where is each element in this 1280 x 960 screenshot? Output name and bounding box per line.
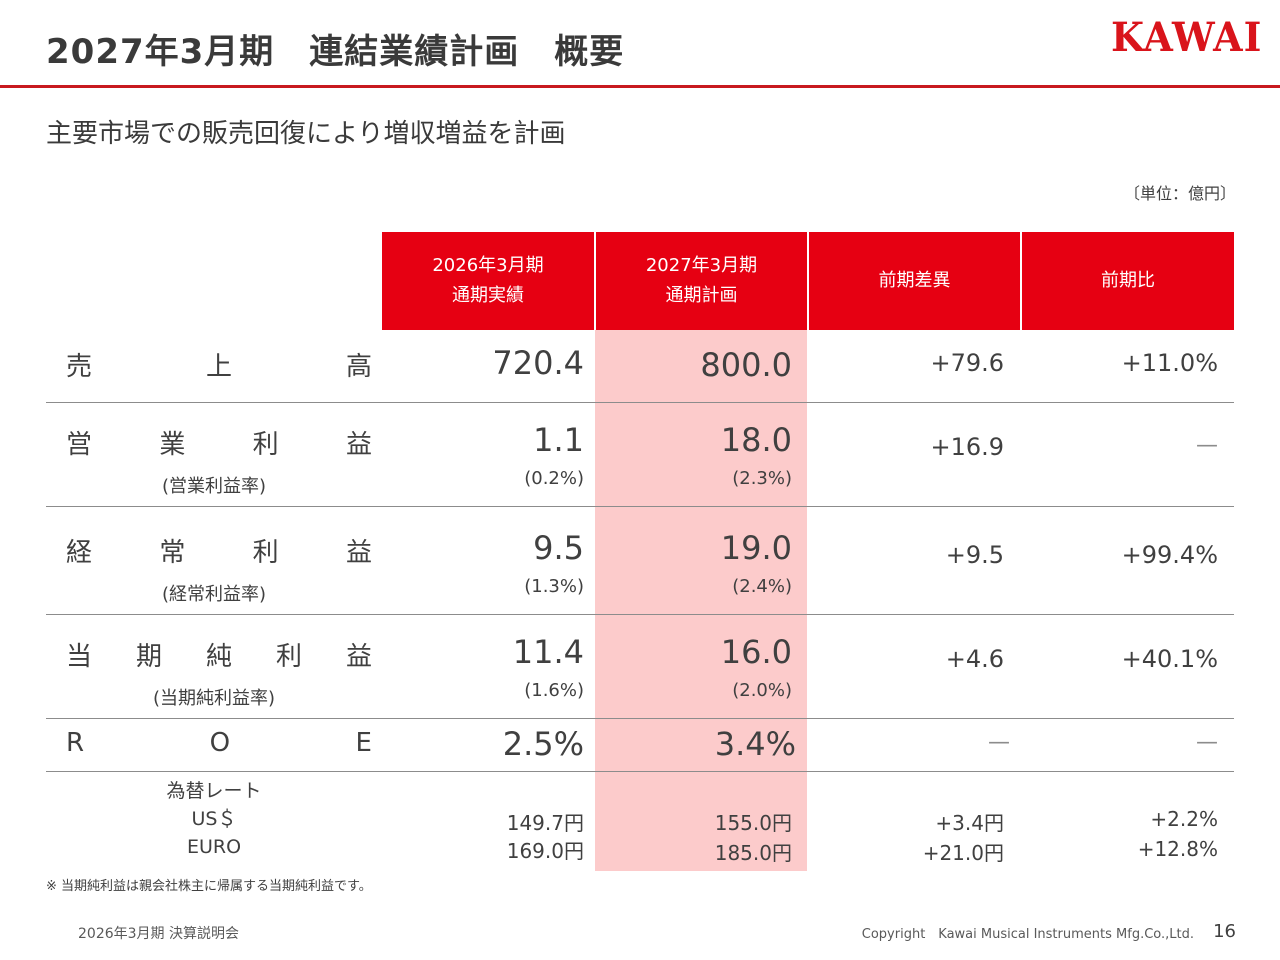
label-char: 益: [345, 538, 372, 568]
header-yoy-difference: 前期差異: [809, 232, 1020, 330]
operating-margin-actual: (0.2%): [524, 468, 584, 489]
row-sublabel-operating-margin: (営業利益率): [161, 476, 267, 497]
label-char: 売: [66, 352, 93, 382]
label-char: 経: [66, 538, 93, 568]
label-char: 常: [159, 538, 186, 568]
label-char: 益: [345, 642, 372, 672]
row-label-roe: R O E: [66, 728, 372, 758]
operating-margin-plan: (2.3%): [732, 468, 792, 489]
fx-eur-label: EURO: [186, 836, 242, 858]
ordinary-income-actual: 9.5: [533, 529, 584, 567]
row-divider: [46, 506, 1234, 507]
net-income-actual: 11.4: [512, 633, 584, 671]
net-sales-ratio: +11.0%: [1121, 349, 1218, 377]
net-sales-diff: +79.6: [930, 349, 1004, 377]
plan-column-highlight: [595, 330, 807, 871]
label-char: R: [66, 728, 85, 758]
label-char: O: [209, 728, 231, 758]
label-char: 利: [252, 430, 279, 460]
net-income-diff: +4.6: [945, 645, 1004, 673]
row-label-operating-income: 営 業 利 益: [66, 424, 372, 461]
header-actual-fy2026: 2026年3月期 通期実績: [382, 232, 594, 330]
net-sales-actual: 720.4: [492, 344, 584, 382]
ordinary-margin-actual: (1.3%): [524, 576, 584, 597]
ordinary-income-ratio: +99.4%: [1121, 541, 1218, 569]
header-yoy-ratio: 前期比: [1022, 232, 1234, 330]
roe-actual: 2.5%: [502, 725, 584, 763]
fx-usd-diff: +3.4円: [935, 811, 1004, 835]
roe-ratio: —: [1196, 730, 1218, 755]
footer-copyright: Copyright Kawai Musical Instruments Mfg.…: [861, 927, 1194, 942]
row-label-net-income: 当 期 純 利 益: [66, 636, 372, 673]
row-sublabel-net-margin: (当期純利益率): [152, 688, 276, 709]
header-actual-line1: 2026年3月期: [432, 255, 544, 276]
title-divider: [0, 85, 1280, 88]
header-plan-line1: 2027年3月期: [645, 255, 758, 276]
label-char: 利: [275, 642, 302, 672]
footnote: ※ 当期純利益は親会社株主に帰属する当期純利益です。: [46, 879, 372, 894]
label-char: 純: [205, 642, 232, 672]
row-divider: [46, 402, 1234, 403]
net-margin-plan: (2.0%): [732, 680, 792, 701]
ordinary-income-plan: 19.0: [720, 529, 792, 567]
unit-label: 〔単位：億円〕: [1123, 184, 1236, 203]
kawai-logo: KAWAI: [1110, 14, 1262, 61]
page-number: 16: [1213, 921, 1236, 942]
row-divider: [46, 718, 1234, 719]
label-char: 当: [66, 642, 93, 672]
roe-plan: 3.4%: [714, 725, 796, 763]
label-char: 高: [345, 352, 372, 382]
fx-eur-diff: +21.0円: [922, 841, 1004, 865]
label-char: 業: [159, 430, 186, 460]
header-diff-label: 前期差異: [878, 270, 951, 291]
page-title: 2027年3月期 連結業績計画 概要: [46, 32, 625, 72]
fx-title: 為替レート: [166, 780, 262, 802]
net-sales-plan: 800.0: [700, 346, 792, 384]
label-char: 期: [135, 642, 162, 672]
header-actual-line2: 通期実績: [451, 285, 524, 306]
operating-income-plan: 18.0: [720, 421, 792, 459]
net-income-ratio: +40.1%: [1121, 645, 1218, 673]
ordinary-margin-plan: (2.4%): [732, 576, 792, 597]
fx-usd-label: US＄: [191, 808, 237, 830]
page-subtitle: 主要市場での販売回復により増収増益を計画: [46, 119, 566, 149]
header-plan-fy2027: 2027年3月期 通期計画: [596, 232, 807, 330]
label-char: 上: [205, 352, 232, 382]
header-plan-line2: 通期計画: [665, 285, 738, 306]
row-divider: [46, 771, 1234, 772]
header-ratio-label: 前期比: [1101, 270, 1155, 291]
net-margin-actual: (1.6%): [524, 680, 584, 701]
net-income-plan: 16.0: [720, 633, 792, 671]
operating-income-actual: 1.1: [533, 421, 584, 459]
fx-eur-plan: 185.0円: [714, 841, 792, 865]
row-label-net-sales: 売 上 高: [66, 346, 372, 383]
ordinary-income-diff: +9.5: [945, 541, 1004, 569]
fx-usd-ratio: +2.2%: [1150, 807, 1218, 831]
operating-income-ratio: —: [1196, 433, 1218, 458]
label-char: E: [355, 728, 372, 758]
row-sublabel-ordinary-margin: (経常利益率): [161, 584, 267, 605]
fx-eur-actual: 169.0円: [506, 839, 584, 863]
label-char: 益: [345, 430, 372, 460]
footer-event-name: 2026年3月期 決算説明会: [78, 926, 239, 942]
row-label-ordinary-income: 経 常 利 益: [66, 532, 372, 569]
label-char: 利: [252, 538, 279, 568]
fx-usd-actual: 149.7円: [506, 811, 584, 835]
row-divider: [46, 614, 1234, 615]
fx-usd-plan: 155.0円: [714, 811, 792, 835]
fx-eur-ratio: +12.8%: [1137, 837, 1218, 861]
operating-income-diff: +16.9: [930, 433, 1004, 461]
roe-diff: —: [988, 730, 1010, 755]
label-char: 営: [66, 430, 93, 460]
